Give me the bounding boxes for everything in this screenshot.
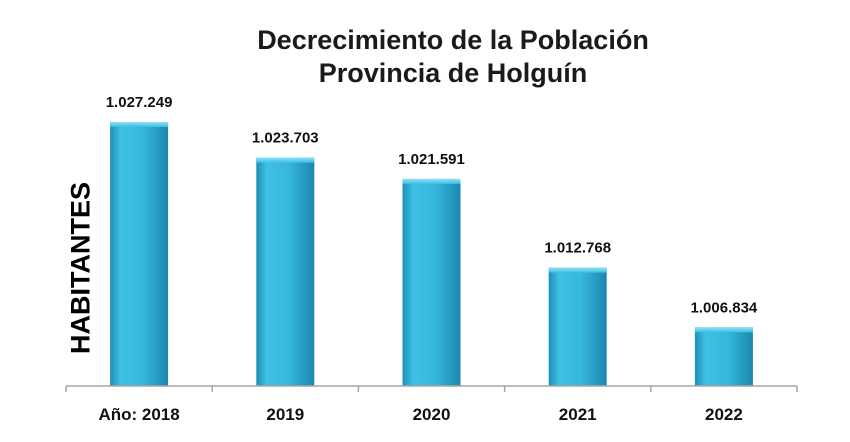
data-label: 1.006.834	[691, 299, 758, 316]
data-label: 1.027.249	[106, 94, 173, 111]
data-label: 1.021.591	[398, 151, 465, 168]
bar	[548, 267, 607, 386]
x-tick-label: 2021	[559, 405, 597, 424]
chart-title: Decrecimiento de la Población Provincia …	[0, 24, 850, 90]
bar	[110, 122, 169, 386]
chart-title-line-2: Provincia de Holguín	[318, 58, 588, 88]
chart-title-line-1: Decrecimiento de la Población	[257, 25, 649, 55]
x-tick-label: 2022	[705, 405, 743, 424]
x-tick-label: 2019	[266, 405, 304, 424]
bar	[694, 327, 753, 386]
x-tick-label: Año: 2018	[98, 405, 179, 424]
bar	[256, 157, 315, 386]
data-label: 1.023.703	[252, 130, 319, 147]
x-tick-label: 2020	[413, 405, 451, 424]
bar	[402, 178, 461, 386]
data-label: 1.012.768	[544, 240, 611, 257]
